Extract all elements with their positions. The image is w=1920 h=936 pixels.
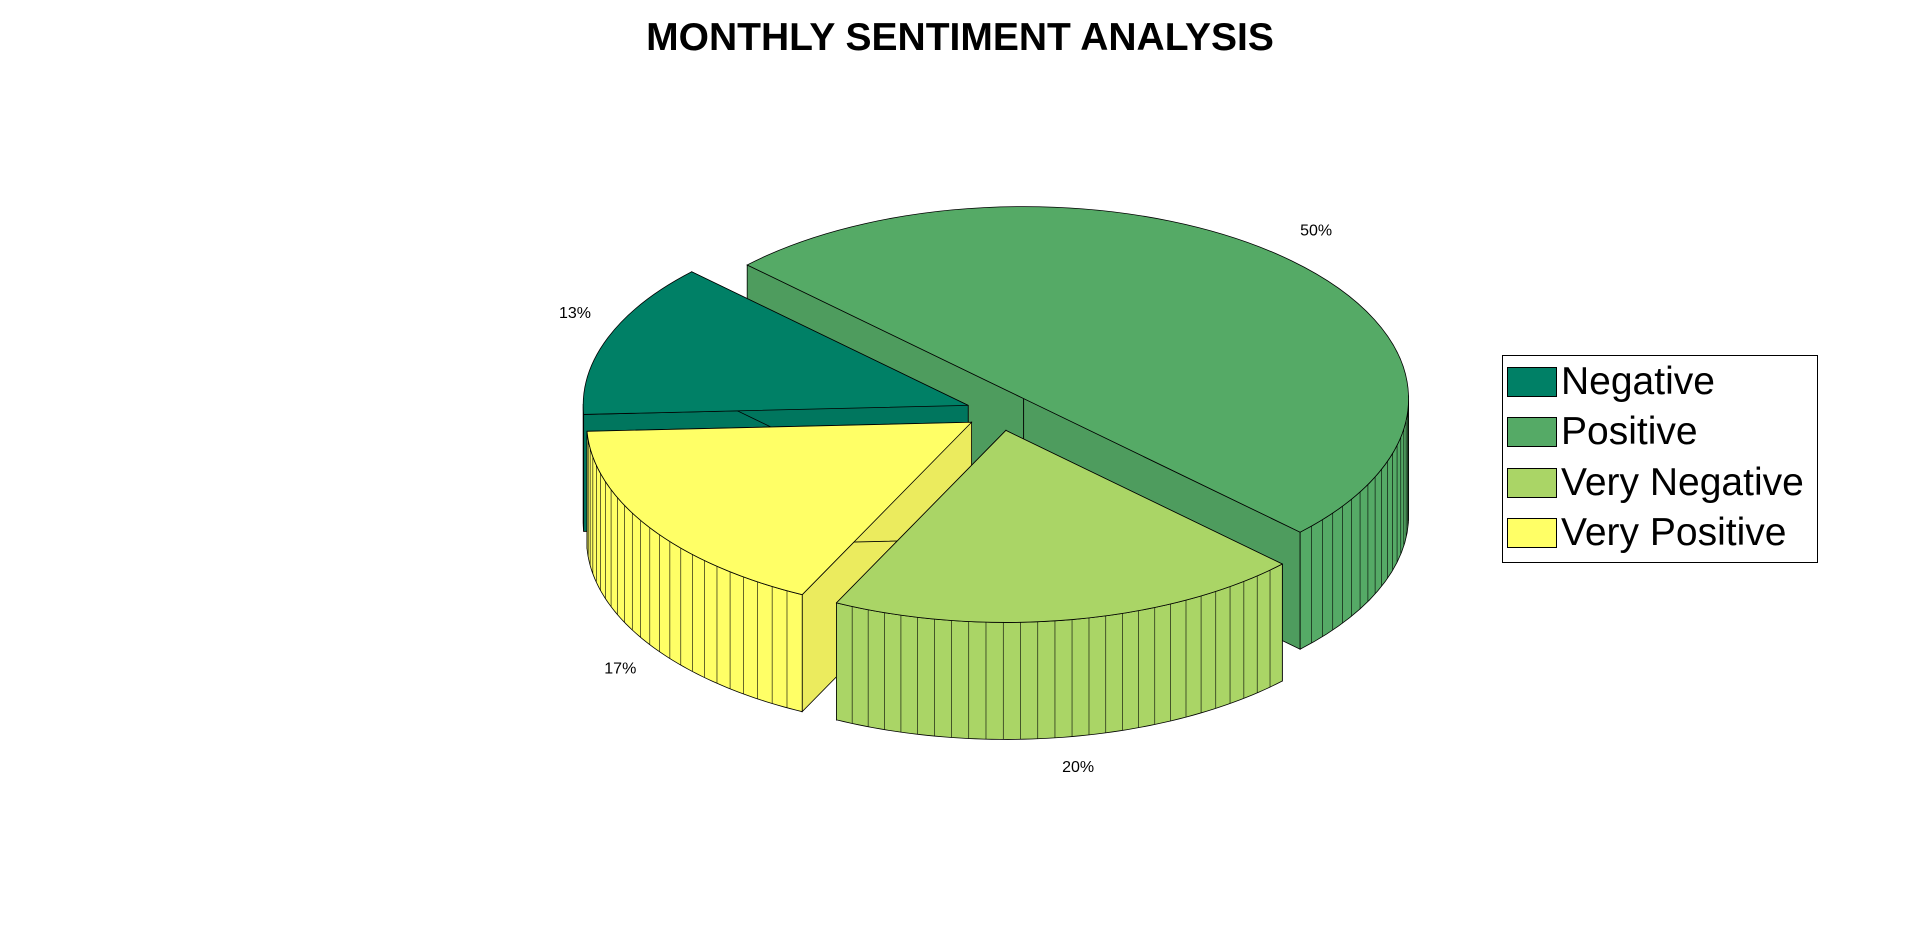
legend-swatch-very-positive xyxy=(1507,518,1557,548)
legend-item-very-negative: Very Negative xyxy=(1507,463,1804,503)
percent-label-negative: 13% xyxy=(559,305,591,322)
legend-label-very-negative: Very Negative xyxy=(1561,461,1804,504)
chart-title: MONTHLY SENTIMENT ANALYSIS xyxy=(646,16,1274,59)
percent-label-positive: 50% xyxy=(1300,222,1332,239)
legend-swatch-very-negative xyxy=(1507,468,1557,498)
legend: Negative Positive Very Negative Very Pos… xyxy=(1502,355,1818,563)
legend-label-negative: Negative xyxy=(1561,360,1715,403)
slice-top-very-positive xyxy=(586,421,973,596)
legend-swatch-negative xyxy=(1507,367,1557,397)
slice-top-negative xyxy=(582,271,969,415)
legend-item-very-positive: Very Positive xyxy=(1507,513,1786,553)
legend-item-positive: Positive xyxy=(1507,412,1698,452)
percent-label-very-positive: 17% xyxy=(604,660,636,677)
legend-label-very-positive: Very Positive xyxy=(1561,511,1787,554)
slice-top-positive xyxy=(746,206,1409,533)
slice-very-negative xyxy=(835,429,1284,740)
legend-swatch-positive xyxy=(1507,417,1557,447)
legend-label-positive: Positive xyxy=(1561,410,1698,453)
legend-item-negative: Negative xyxy=(1507,362,1715,402)
slice-top-very-negative xyxy=(835,429,1284,623)
percent-label-very-negative: 20% xyxy=(1062,759,1094,776)
